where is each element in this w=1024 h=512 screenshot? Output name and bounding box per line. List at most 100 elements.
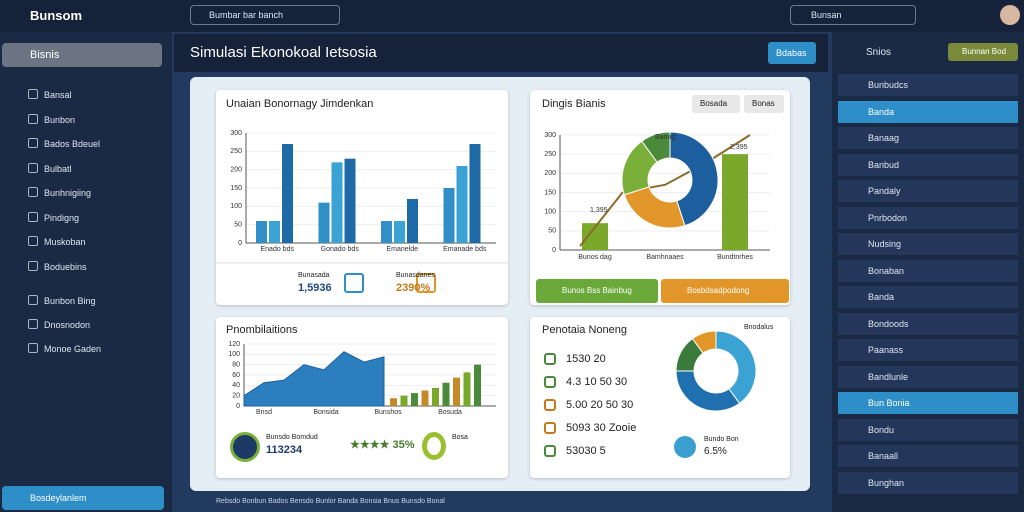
donut-segment [623, 186, 686, 229]
panel-button[interactable]: Bonas [744, 95, 784, 113]
bar [411, 393, 418, 406]
x-tick-label: Enado bds [261, 246, 295, 253]
main-header [174, 34, 828, 72]
nav-box [28, 260, 38, 271]
stat-value: 1,5936 [298, 282, 332, 294]
nav-sub-item[interactable]: Bunbon Bing [44, 296, 96, 306]
nav-box [28, 319, 38, 329]
area [243, 351, 385, 407]
y-tick-label: 150 [544, 189, 556, 196]
right-item[interactable]: Bonaban [838, 259, 1018, 282]
nav-item[interactable]: Boduebins [44, 261, 87, 272]
y-tick-label: 0 [552, 247, 556, 254]
action-button[interactable]: Bunos Bss Bainbug [536, 279, 658, 303]
list-icon [544, 353, 556, 365]
right-item[interactable]: Bandlunle [838, 365, 1018, 388]
left-sidebar [0, 32, 172, 512]
bar [442, 382, 450, 406]
annotation: Banag [655, 134, 675, 141]
x-tick-label: Gonado bds [321, 246, 360, 253]
x-tick-label: Bundtnrhes [717, 254, 753, 261]
x-tick-label: Bunshos [374, 409, 402, 416]
nav-item[interactable]: Pindigng [44, 212, 80, 223]
right-badge[interactable]: Bunnan Bod [948, 43, 1018, 61]
action-button[interactable]: Bosbdsadpodong [661, 279, 789, 303]
stat-icon [344, 273, 364, 293]
bar [456, 166, 468, 243]
nav-item[interactable]: Bunhnigiing [44, 188, 92, 198]
page-title: Simulasi Ekonokoal Ietsosia [190, 44, 377, 61]
right-item[interactable]: Nudsing [838, 233, 1018, 255]
bar [421, 390, 429, 406]
y-tick-label: 100 [228, 351, 240, 358]
panel-title: Penotaia Noneng [542, 324, 628, 336]
right-item[interactable]: Pandaly [838, 180, 1018, 202]
nav-header[interactable]: Bisnis [2, 43, 162, 67]
annotation: 2,395 [730, 144, 748, 151]
panel-title: Dingis Bianis [542, 98, 606, 110]
nav-box [28, 187, 38, 197]
y-tick-label: 200 [230, 167, 242, 174]
nav-item[interactable]: Bansal [44, 90, 72, 100]
line [579, 134, 751, 247]
search-right[interactable]: Bunsan [790, 5, 916, 25]
bar [282, 144, 293, 243]
rating: ★★★★ 35% [350, 439, 415, 451]
nav-box [28, 343, 38, 353]
bar [381, 221, 392, 243]
avatar[interactable] [1000, 5, 1020, 25]
bar [269, 221, 280, 243]
donut-segment [641, 131, 671, 163]
right-item[interactable]: Pnrbodon [838, 206, 1018, 229]
right-item[interactable]: Bunbudcs [838, 74, 1018, 96]
panel-button[interactable]: Bosada [692, 95, 740, 113]
right-item[interactable]: Banda [838, 100, 1018, 123]
stat-value: 6.5% [704, 446, 727, 457]
x-tick-label: Bnsd [256, 409, 272, 416]
y-tick-label: 300 [544, 132, 556, 139]
right-item[interactable]: Bondoods [838, 312, 1018, 335]
nav-box [28, 162, 38, 173]
bar [390, 398, 397, 406]
right-item[interactable]: Paanass [838, 339, 1018, 361]
right-item[interactable]: Banaall [838, 445, 1018, 467]
annotation: 1,395 [590, 207, 608, 214]
bar [344, 158, 356, 243]
area-chart: 0 20 40 60 80 100 120 Bnsd Bonsida Bunshos Bosuda [228, 341, 496, 416]
header-button[interactable]: Bdabas [768, 42, 816, 64]
nav-sub-item[interactable]: Dnosnodon [44, 320, 91, 330]
y-tick-label: 40 [232, 382, 240, 389]
bar-chart: 0 50 100 150 200 250 300 Enado bds Gonado bds Ema… [216, 130, 508, 264]
donut-segment [715, 330, 757, 405]
nav-box [28, 236, 38, 246]
stat-icon [416, 273, 436, 293]
bar [256, 221, 267, 243]
nav-item[interactable]: Bunbon [44, 114, 76, 125]
right-header[interactable]: Snios [866, 47, 892, 58]
nav-item[interactable]: Bulbatl [44, 163, 72, 174]
logo: Bunsom [30, 8, 82, 23]
right-item[interactable]: Bunghan [838, 471, 1018, 494]
right-item[interactable]: Bondu [838, 418, 1018, 441]
y-tick-label: 250 [544, 151, 556, 158]
x-tick-label: Bunos dag [578, 254, 612, 261]
nav-footer[interactable]: Bosdeylanlem [2, 486, 164, 510]
panel-title: Unaian Bonornagy Jimdenkan [226, 98, 374, 110]
nav-item[interactable]: Bados Bdeuel [44, 139, 101, 149]
right-item[interactable]: Banbud [838, 153, 1018, 176]
donut-segment [691, 330, 717, 354]
right-item[interactable]: Banda [838, 286, 1018, 308]
x-tick-label: Emanelde [386, 246, 418, 253]
search-box[interactable]: Bumbar bar banch [190, 5, 340, 25]
right-item[interactable]: Banaag [838, 127, 1018, 149]
list-item: 53030 5 [566, 445, 606, 457]
y-tick-label: 150 [230, 185, 242, 192]
bar [331, 162, 343, 243]
nav-item[interactable]: Muskoban [44, 237, 86, 247]
nav-sub-item[interactable]: Monoe Gaden [44, 344, 102, 354]
stat-label: Bunsdo Bomdud [266, 434, 318, 441]
stat-icon [230, 432, 260, 462]
y-tick-label: 200 [544, 170, 556, 177]
right-item[interactable]: Bun Bonia [838, 392, 1018, 414]
